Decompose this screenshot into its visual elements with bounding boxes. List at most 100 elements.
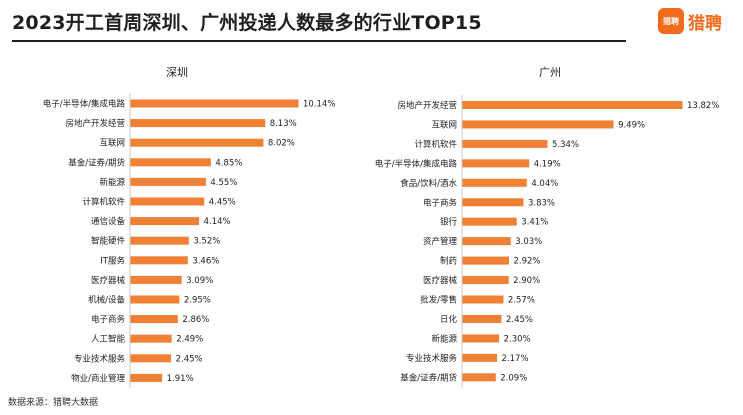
- shenzhen-bar: [130, 354, 172, 363]
- guangzhou-bar: [462, 353, 498, 362]
- guangzhou-category-label: 食品/饮料/酒水: [400, 178, 457, 189]
- guangzhou-value-label: 2.09%: [500, 373, 527, 383]
- guangzhou-category-label: 电子商务: [423, 197, 458, 208]
- shenzhen-bar: [130, 158, 211, 167]
- guangzhou-category-label: 日化: [440, 314, 458, 325]
- logo-text: 猎聘: [688, 13, 722, 34]
- guangzhou-value-label: 3.03%: [515, 237, 542, 247]
- shenzhen-bar: [130, 177, 206, 186]
- shenzhen-bar: [130, 138, 264, 147]
- guangzhou-value-label: 2.90%: [513, 276, 540, 286]
- shenzhen-value-label: 4.14%: [204, 217, 231, 227]
- guangzhou-bar: [462, 314, 502, 323]
- title-divider: [12, 40, 626, 42]
- guangzhou-category-label: 互联网: [431, 120, 457, 130]
- shenzhen-value-label: 2.45%: [176, 354, 203, 364]
- shenzhen-category-label: 房地产开发经营: [65, 118, 125, 129]
- guangzhou-bar: [462, 178, 527, 187]
- guangzhou-value-label: 3.83%: [528, 198, 555, 208]
- shenzhen-value-label: 2.49%: [176, 335, 203, 345]
- logo-icon: 猎聘: [658, 8, 684, 34]
- guangzhou-value-label: 2.57%: [508, 296, 535, 306]
- guangzhou-category-label: 基金/证券/期货: [400, 372, 457, 383]
- guangzhou-category-label: 制药: [440, 256, 457, 267]
- shenzhen-value-label: 8.13%: [270, 119, 297, 129]
- guangzhou-bar: [462, 198, 524, 207]
- shenzhen-category-label: 基金/证券/期货: [68, 157, 125, 168]
- shenzhen-value-label: 3.52%: [193, 237, 220, 247]
- guangzhou-category-label: 专业技术服务: [406, 353, 458, 364]
- shenzhen-bar: [130, 315, 178, 324]
- guangzhou-value-label: 2.92%: [513, 257, 540, 267]
- guangzhou-bar: [462, 159, 530, 168]
- guangzhou-bar: [462, 101, 683, 109]
- shenzhen-value-label: 1.91%: [167, 374, 194, 384]
- shenzhen-category-label: 通信设备: [91, 216, 126, 227]
- shenzhen-bar: [130, 275, 182, 284]
- guangzhou-value-label: 13.82%: [687, 101, 719, 111]
- guangzhou-category-label: 银行: [440, 217, 458, 228]
- shenzhen-category-label: 医疗器械: [91, 275, 126, 286]
- shenzhen-category-label: 互联网: [99, 139, 125, 149]
- brand-logo: 猎聘 猎聘: [658, 7, 722, 35]
- guangzhou-category-label: 房地产开发经营: [397, 100, 457, 111]
- logo-badge-text: 猎聘: [663, 16, 679, 26]
- guangzhou-value-label: 2.30%: [504, 334, 531, 344]
- guangzhou-bar: [462, 256, 509, 265]
- shenzhen-category-label: 物业/商业管理: [71, 373, 125, 384]
- guangzhou-bar: [462, 373, 496, 382]
- guangzhou-category-label: 新能源: [431, 333, 457, 344]
- guangzhou-bar: [462, 139, 548, 148]
- shenzhen-value-label: 2.95%: [184, 296, 211, 306]
- shenzhen-value-label: 3.09%: [186, 276, 213, 286]
- shenzhen-value-label: 3.46%: [192, 256, 219, 266]
- guangzhou-category-label: 医疗器械: [423, 275, 458, 286]
- shenzhen-bar: [130, 236, 189, 245]
- data-source-note: 数据来源：猎聘大数据: [8, 398, 99, 408]
- shenzhen-category-label: 智能硬件: [91, 236, 126, 247]
- shenzhen-bar: [130, 373, 163, 382]
- shenzhen-category-label: 新能源: [99, 177, 125, 188]
- shenzhen-category-label: 专业技术服务: [74, 353, 126, 364]
- shenzhen-category-label: 电子商务: [91, 314, 126, 325]
- shenzhen-value-label: 4.85%: [215, 158, 242, 168]
- guangzhou-chart-title: 广州: [539, 66, 561, 79]
- shenzhen-bar: [130, 256, 188, 265]
- shenzhen-bar: [130, 197, 205, 206]
- guangzhou-bar: [462, 276, 509, 285]
- shenzhen-category-label: IT服务: [100, 255, 125, 266]
- guangzhou-category-label: 资产管理: [423, 236, 458, 247]
- shenzhen-value-label: 2.86%: [182, 315, 209, 325]
- shenzhen-category-label: 电子/半导体/集成电路: [43, 99, 126, 110]
- shenzhen-value-label: 10.14%: [303, 100, 335, 110]
- guangzhou-category-label: 电子/半导体/集成电路: [375, 158, 458, 169]
- shenzhen-value-label: 8.02%: [268, 139, 295, 149]
- shenzhen-category-label: 计算机软件: [82, 197, 125, 208]
- shenzhen-category-label: 机械/设备: [88, 295, 125, 306]
- guangzhou-value-label: 4.04%: [531, 179, 558, 189]
- guangzhou-value-label: 2.17%: [502, 354, 529, 364]
- shenzhen-category-label: 人工智能: [91, 334, 126, 345]
- guangzhou-category-label: 批发/零售: [420, 295, 457, 306]
- shenzhen-bar: [130, 334, 172, 343]
- shenzhen-chart-title: 深圳: [166, 66, 188, 79]
- guangzhou-category-label: 计算机软件: [414, 139, 457, 150]
- guangzhou-bar: [462, 237, 511, 246]
- guangzhou-value-label: 9.49%: [618, 120, 645, 130]
- shenzhen-value-label: 4.45%: [209, 198, 236, 208]
- page-title: 2023开工首周深圳、广州投递人数最多的行业TOP15: [12, 12, 482, 34]
- guangzhou-value-label: 2.45%: [506, 315, 533, 325]
- shenzhen-bar: [130, 99, 299, 108]
- guangzhou-value-label: 5.34%: [552, 140, 579, 150]
- shenzhen-bar: [130, 119, 266, 128]
- guangzhou-bar: [462, 295, 504, 304]
- guangzhou-value-label: 3.41%: [521, 218, 548, 228]
- shenzhen-value-label: 4.55%: [210, 178, 237, 188]
- guangzhou-bar: [462, 120, 614, 129]
- guangzhou-value-label: 4.19%: [534, 159, 561, 169]
- shenzhen-bar: [130, 295, 180, 304]
- guangzhou-bar: [462, 334, 500, 343]
